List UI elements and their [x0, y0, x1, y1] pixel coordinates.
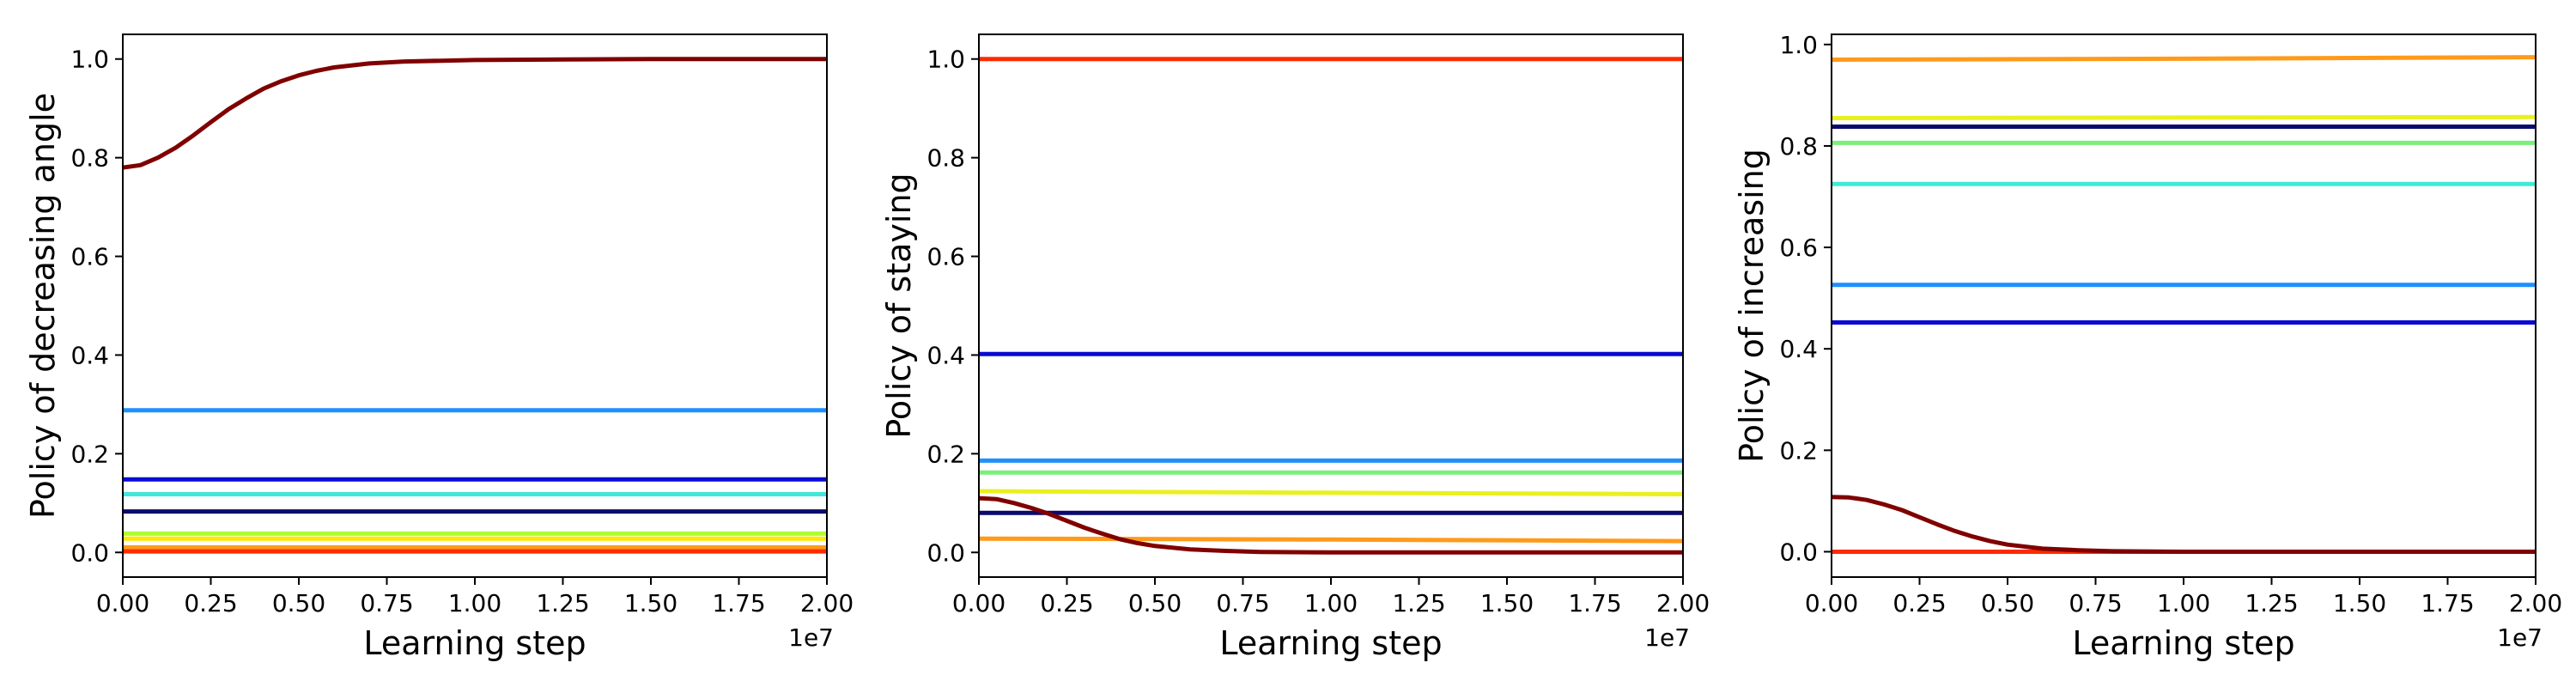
- y-tick-label: 0.0: [70, 538, 109, 567]
- y-axis-label: Policy of staying: [880, 173, 918, 438]
- series-line-8: [1832, 495, 2536, 554]
- y-tick-label: 1.0: [1779, 31, 1818, 59]
- y-tick-label: 0.2: [1779, 436, 1818, 465]
- x-tick-label: 1.75: [712, 589, 765, 617]
- x-tick-label: 0.00: [96, 589, 149, 617]
- x-tick-label: 1.50: [1480, 589, 1534, 617]
- x-tick-label: 0.50: [1128, 589, 1182, 617]
- y-tick-label: 0.8: [927, 144, 965, 173]
- y-axis-label: Policy of decreasing angle: [24, 93, 62, 519]
- x-tick-label: 1.00: [448, 589, 501, 617]
- x-axis-label: Learning step: [2072, 624, 2294, 662]
- x-tick-label: 1.00: [2157, 589, 2210, 617]
- y-tick-label: 0.4: [70, 341, 109, 369]
- x-tick-label: 2.00: [800, 589, 854, 617]
- series-line-7: [979, 495, 1683, 555]
- y-tick-label: 0.6: [70, 243, 109, 271]
- x-axis-offset-label: 1e7: [1644, 623, 1690, 652]
- x-tick-label: 1.25: [2245, 589, 2298, 617]
- x-axis-label: Learning step: [363, 624, 586, 662]
- x-tick-label: 1.50: [2333, 589, 2386, 617]
- x-tick-label: 1.50: [624, 589, 677, 617]
- series-group: [979, 57, 1683, 555]
- series-line-4: [979, 489, 1683, 496]
- x-tick-label: 2.00: [1656, 589, 1710, 617]
- x-tick-label: 1.25: [1392, 589, 1445, 617]
- y-tick-label: 0.4: [1779, 335, 1818, 363]
- x-tick-label: 0.25: [184, 589, 237, 617]
- y-tick-label: 0.0: [1779, 538, 1818, 566]
- x-tick-label: 0.25: [1040, 589, 1093, 617]
- x-tick-label: 1.25: [536, 589, 589, 617]
- y-tick-label: 0.2: [927, 440, 965, 468]
- series-line-8: [123, 57, 827, 170]
- y-axis-label: Policy of increasing: [1733, 149, 1771, 463]
- y-tick-label: 0.6: [927, 243, 965, 271]
- x-tick-label: 0.50: [1981, 589, 2034, 617]
- y-tick-label: 0.8: [70, 144, 109, 173]
- series-group: [123, 57, 827, 554]
- x-axis-offset-label: 1e7: [788, 623, 834, 652]
- series-line-1: [1832, 114, 2536, 120]
- x-tick-label: 1.00: [1304, 589, 1358, 617]
- y-tick-label: 0.0: [927, 538, 965, 567]
- x-axis-label: Learning step: [1219, 624, 1442, 662]
- panel-staying: Learning step Policy of staying 1e7 0.00…: [880, 33, 1710, 662]
- y-tick-label: 0.8: [1779, 132, 1818, 161]
- series-group: [1832, 55, 2536, 554]
- x-tick-label: 0.75: [1216, 589, 1269, 617]
- y-tick-label: 0.4: [927, 341, 965, 369]
- series-line-6: [979, 536, 1683, 544]
- x-tick-label: 0.50: [272, 589, 325, 617]
- y-tick-label: 1.0: [927, 46, 965, 74]
- x-tick-label: 0.75: [2069, 589, 2122, 617]
- x-tick-label: 2.00: [2509, 589, 2562, 617]
- x-tick-label: 0.25: [1893, 589, 1946, 617]
- panel-increasing: Learning step Policy of increasing 1e7 0…: [1733, 31, 2562, 662]
- y-tick-label: 0.2: [70, 440, 109, 468]
- x-tick-label: 0.00: [952, 589, 1005, 617]
- panel-decreasing-angle: Learning step Policy of decreasing angle…: [24, 33, 854, 662]
- x-tick-label: 0.75: [360, 589, 413, 617]
- x-tick-label: 1.75: [1568, 589, 1621, 617]
- x-axis-offset-label: 1e7: [2497, 623, 2543, 652]
- y-tick-label: 1.0: [70, 46, 109, 74]
- series-line-0: [1832, 55, 2536, 62]
- x-tick-label: 0.00: [1805, 589, 1858, 617]
- y-tick-label: 0.6: [1779, 234, 1818, 262]
- x-tick-label: 1.75: [2421, 589, 2474, 617]
